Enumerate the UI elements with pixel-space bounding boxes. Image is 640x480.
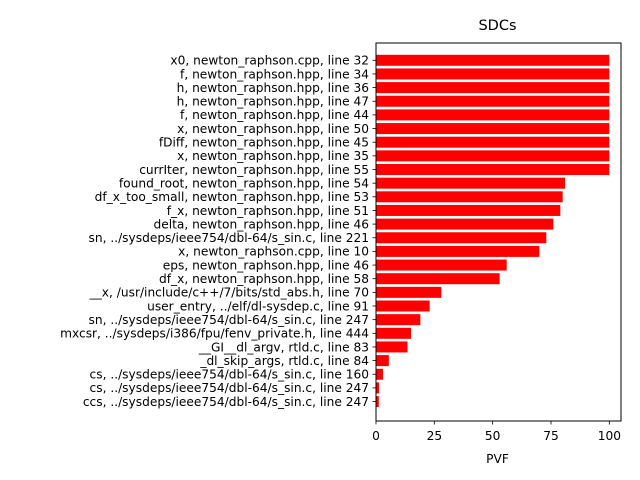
bar <box>376 109 610 121</box>
x-tick-label: 25 <box>427 429 443 443</box>
bar <box>376 191 563 203</box>
category-label: cs, ../sysdeps/ieee754/dbl-64/s_sin.c, l… <box>90 381 369 395</box>
category-label: __GI__dl_argv, rtld.c, line 83 <box>198 340 369 354</box>
bar <box>376 273 500 285</box>
category-label: fDiff, newton_raphson.hpp, line 45 <box>159 136 369 150</box>
category-label: _dl_skip_args, rtld.c, line 84 <box>199 354 369 368</box>
bar <box>376 341 408 353</box>
x-tick-label: 75 <box>543 429 559 443</box>
category-label: df_x, newton_raphson.hpp, line 58 <box>159 272 369 286</box>
bar <box>376 177 565 189</box>
category-label: x, newton_raphson.hpp, line 35 <box>177 149 369 163</box>
category-label: ccs, ../sysdeps/ieee754/dbl-64/s_sin.c, … <box>83 395 369 409</box>
bar <box>376 164 610 175</box>
bar <box>376 95 610 107</box>
bar <box>376 218 554 230</box>
category-label: f, newton_raphson.hpp, line 34 <box>180 67 369 81</box>
category-label: eps, newton_raphson.hpp, line 46 <box>163 258 369 272</box>
category-label: mxcsr, ../sysdeps/i386/fpu/fenv_private.… <box>60 327 369 341</box>
bar <box>376 355 389 367</box>
bar <box>376 82 610 94</box>
category-labels-group: x0, newton_raphson.cpp, line 32f, newton… <box>60 54 376 409</box>
bar <box>376 314 421 326</box>
bar <box>376 123 610 135</box>
bar <box>376 68 610 80</box>
bar <box>376 259 507 271</box>
bar <box>376 327 411 339</box>
category-label: x0, newton_raphson.cpp, line 32 <box>170 54 369 68</box>
category-label: user_entry, ../elf/dl-sysdep.c, line 91 <box>147 299 369 313</box>
bar <box>376 136 610 148</box>
category-label: f, newton_raphson.hpp, line 44 <box>180 108 369 122</box>
bars-group <box>376 54 610 408</box>
bar <box>376 204 561 216</box>
x-axis-label: PVF <box>486 452 509 466</box>
bar <box>376 368 383 380</box>
category-label: df_x_too_small, newton_raphson.hpp, line… <box>95 190 369 204</box>
category-label: sn, ../sysdeps/ieee754/dbl-64/s_sin.c, l… <box>89 231 370 245</box>
category-label: cs, ../sysdeps/ieee754/dbl-64/s_sin.c, l… <box>90 368 369 382</box>
bar <box>376 245 540 257</box>
x-tick-label: 100 <box>598 429 621 443</box>
category-label: found_root, newton_raphson.hpp, line 54 <box>119 176 369 190</box>
bar <box>376 150 610 162</box>
chart-title: SDCs <box>478 18 516 34</box>
x-ticks-group: 0 25 50 75 100 <box>372 421 621 443</box>
category-label: delta, newton_raphson.hpp, line 46 <box>153 217 369 231</box>
category-label: h, newton_raphson.hpp, line 36 <box>177 81 369 95</box>
x-tick-label: 0 <box>372 429 380 443</box>
category-label: sn, ../sysdeps/ieee754/dbl-64/s_sin.c, l… <box>89 313 370 327</box>
bar <box>376 286 442 298</box>
category-label: f_x, newton_raphson.hpp, line 51 <box>167 204 369 218</box>
bar <box>376 300 430 312</box>
category-label: currIter, newton_raphson.hpp, line 55 <box>139 163 369 177</box>
category-label: x, newton_raphson.hpp, line 50 <box>177 122 369 136</box>
bar <box>376 382 380 394</box>
bar <box>376 396 379 408</box>
x-tick-label: 50 <box>485 429 501 443</box>
plot-frame <box>375 42 622 422</box>
bar <box>376 232 547 244</box>
category-label: __x, /usr/include/c++/7/bits/std_abs.h, … <box>89 286 369 300</box>
category-label: h, newton_raphson.hpp, line 47 <box>177 95 369 109</box>
category-label: x, newton_raphson.cpp, line 10 <box>178 245 369 259</box>
bar <box>376 54 610 66</box>
